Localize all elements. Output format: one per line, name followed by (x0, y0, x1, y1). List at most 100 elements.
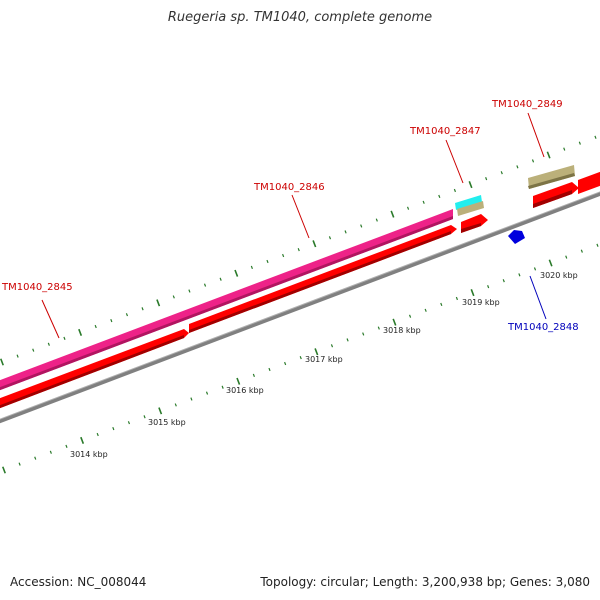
gene-2848-arrow[interactable] (508, 230, 525, 244)
tick-mark (390, 210, 395, 218)
tick-mark (502, 279, 505, 283)
tick-mark (158, 407, 163, 415)
gene-label[interactable]: TM1040_2847 (409, 126, 481, 137)
accession-text: Accession: NC_008044 (10, 575, 147, 589)
tick-mark (110, 318, 113, 323)
tick-mark (18, 462, 21, 466)
tick-mark (205, 391, 209, 395)
tick-mark (392, 318, 397, 326)
tick-mark (34, 456, 37, 460)
tick-mark (0, 358, 4, 366)
gene-next-arrow[interactable] (578, 170, 600, 194)
tick-mark (156, 299, 161, 307)
tick-label: 3020 kbp (540, 271, 578, 280)
tick-mark (96, 432, 99, 437)
tick-mark (282, 253, 285, 258)
tick-mark (565, 255, 568, 259)
tick-mark (346, 338, 349, 342)
tick-mark (594, 135, 597, 139)
feature-track (0, 165, 600, 409)
khaki-feature-small[interactable] (457, 201, 484, 216)
inner-tick-marks (2, 243, 599, 474)
tick-mark (516, 165, 519, 169)
tick-mark (65, 444, 68, 448)
tick-mark (468, 181, 473, 189)
tick-mark (190, 397, 193, 401)
tick-mark (63, 336, 66, 340)
gene-labels: TM1040_2845 TM1040_2846 TM1040_2847 TM10… (1, 99, 579, 333)
cyan-feature[interactable] (455, 195, 482, 210)
tick-mark (80, 436, 85, 444)
tick-mark (250, 265, 253, 269)
tick-mark (453, 188, 457, 193)
tick-mark (487, 285, 490, 289)
tick-mark (127, 421, 131, 425)
tick-mark (221, 385, 224, 389)
tick-mark (172, 295, 175, 299)
tick-mark (563, 147, 566, 151)
genome-backbone (0, 191, 600, 424)
tick-mark (578, 141, 581, 145)
tick-mark (234, 269, 239, 277)
tick-mark (377, 326, 380, 330)
tick-mark (424, 308, 427, 312)
tick-label: 3017 kbp (305, 355, 343, 364)
tick-mark (219, 277, 222, 281)
tick-mark (203, 283, 207, 287)
tick-mark (580, 249, 583, 253)
gene-label[interactable]: TM1040_2849 (491, 99, 563, 110)
tick-label: 3016 kbp (226, 386, 264, 395)
gene-label[interactable]: TM1040_2845 (1, 282, 73, 293)
tick-mark (406, 206, 410, 210)
tick-mark (531, 159, 535, 163)
tick-mark (47, 342, 50, 346)
tick-mark (16, 354, 19, 358)
tick-mark (94, 324, 97, 329)
tick-mark (518, 273, 521, 277)
tick-label: 3018 kbp (383, 326, 421, 335)
tick-label: 3015 kbp (148, 418, 186, 427)
tick-mark (2, 466, 6, 474)
tick-mark (174, 403, 177, 407)
tick-mark (422, 200, 425, 204)
tick-mark (375, 218, 378, 222)
tick-mark (485, 177, 488, 181)
gene-label[interactable]: TM1040_2846 (253, 182, 325, 193)
tick-mark (78, 328, 83, 336)
tick-mark (330, 344, 334, 348)
tick-mark (455, 296, 459, 301)
tick-label: 3014 kbp (70, 450, 108, 459)
genome-summary-text: Topology: circular; Length: 3,200,938 bp… (260, 575, 590, 589)
map-title: Ruegeria sp. TM1040, complete genome (167, 10, 433, 25)
tick-mark (546, 151, 551, 159)
tick-mark (299, 356, 302, 360)
gene-label[interactable]: TM1040_2848 (507, 322, 579, 333)
tick-mark (440, 302, 443, 307)
tick-mark (438, 194, 441, 199)
tick-mark (500, 171, 503, 175)
tick-mark (297, 248, 300, 252)
tick-mark (32, 348, 35, 352)
tick-mark (470, 289, 475, 297)
cds-pink-feature[interactable] (0, 209, 453, 392)
tick-mark (284, 361, 287, 366)
tick-mark (548, 259, 553, 267)
tick-mark (362, 332, 365, 336)
tick-mark (143, 415, 146, 419)
tick-mark (141, 307, 144, 311)
tick-label: 3019 kbp (462, 298, 500, 307)
tick-mark (252, 373, 255, 377)
tick-mark (408, 314, 412, 318)
tick-mark (112, 426, 115, 431)
outer-tick-marks (0, 135, 597, 366)
tick-mark (328, 236, 332, 240)
label-leader-lines (41, 112, 547, 339)
tick-mark (344, 230, 347, 234)
tick-mark (312, 240, 317, 248)
tick-mark (266, 259, 269, 264)
tick-mark (236, 377, 241, 385)
kbp-tick-labels: 3014 kbp 3015 kbp 3016 kbp 3017 kbp 3018… (70, 271, 578, 459)
tick-mark (49, 450, 52, 454)
